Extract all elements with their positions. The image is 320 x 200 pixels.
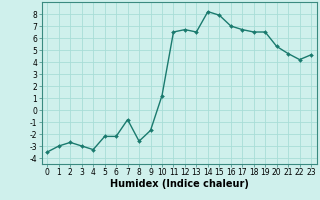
X-axis label: Humidex (Indice chaleur): Humidex (Indice chaleur): [110, 179, 249, 189]
